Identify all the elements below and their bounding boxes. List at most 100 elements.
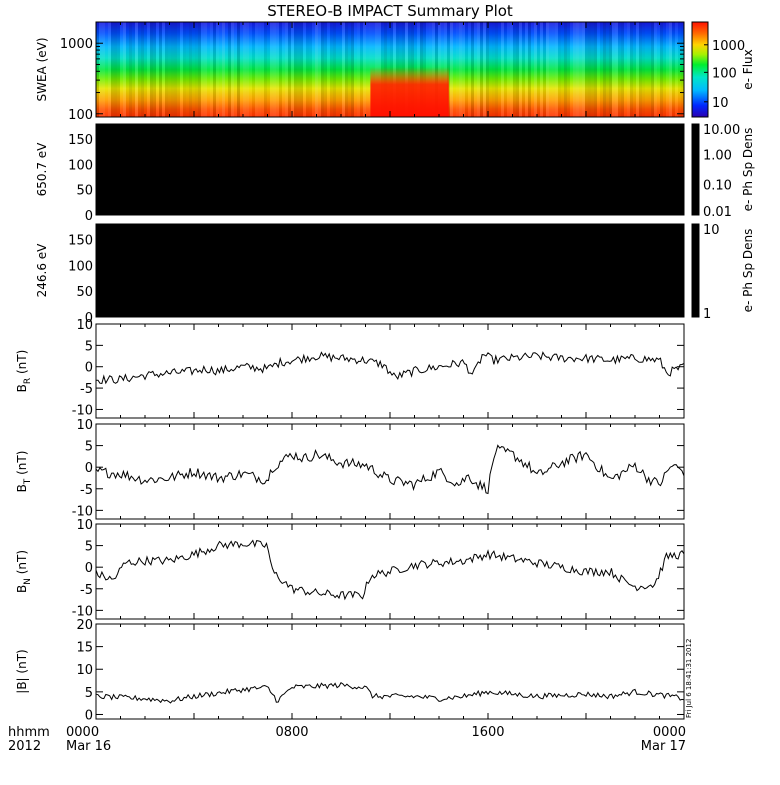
spectrogram-column xyxy=(351,22,354,117)
spectrogram-column xyxy=(573,22,576,117)
spectrogram-column xyxy=(297,22,300,117)
spectrogram-column xyxy=(360,22,363,117)
spectrogram-column xyxy=(549,22,552,117)
y-tick-label: 0 xyxy=(85,361,93,376)
spectrogram-column xyxy=(237,22,240,117)
panel-frame xyxy=(95,523,685,620)
spectrogram-column xyxy=(345,22,348,117)
panel-swea: 100 1000 SWEA (eV) 1000 100 10 e- Flux xyxy=(35,21,755,123)
spectrogram-column xyxy=(663,22,666,117)
spectrogram-column xyxy=(591,22,594,117)
spectrogram-column xyxy=(279,22,282,117)
spectrogram-column xyxy=(585,22,588,117)
spectrogram-column xyxy=(651,22,654,117)
spectrogram-column xyxy=(339,22,342,117)
x-axis-corner-label: hhmm xyxy=(8,725,50,740)
series-line-bmag xyxy=(95,681,685,704)
panel-br: 10 5 0 -5 -10 BR (nT) xyxy=(15,318,685,419)
y-axis-label: BN (nT) xyxy=(15,550,33,593)
spectrogram-column xyxy=(111,22,114,117)
spectrogram-column xyxy=(135,22,138,117)
spectrogram-column xyxy=(513,22,516,117)
spectrogram-column xyxy=(570,22,573,117)
y-tick-label: 0 xyxy=(85,209,93,224)
y-tick-label: 0 xyxy=(85,311,93,326)
colorbar-gradient xyxy=(691,123,700,216)
spectrogram-column xyxy=(606,22,609,117)
spectrogram-column xyxy=(240,22,243,117)
plot-title: STEREO-B IMPACT Summary Plot xyxy=(267,2,513,20)
y-tick-label: 150 xyxy=(68,133,93,148)
spectrogram-column xyxy=(105,22,108,117)
spectrogram-column xyxy=(189,22,192,117)
spectrogram-column xyxy=(678,22,681,117)
spectrogram-column xyxy=(267,22,270,117)
spectrogram-column xyxy=(231,22,234,117)
spectrogram-column xyxy=(204,22,207,117)
y-tick-label: 0 xyxy=(85,708,93,723)
spectrogram-column xyxy=(96,22,99,117)
spectrogram-column xyxy=(588,22,591,117)
spectrogram-column xyxy=(315,22,318,117)
y-tick-label: 10 xyxy=(76,663,93,678)
y-tick-label: -5 xyxy=(80,583,93,598)
spectrogram-column xyxy=(597,22,600,117)
spectrogram-column xyxy=(324,22,327,117)
spectrogram-column xyxy=(114,22,117,117)
spectrogram-column xyxy=(594,22,597,117)
spectrogram-column xyxy=(264,22,267,117)
y-tick-label: 5 xyxy=(85,540,93,555)
spectrogram-column xyxy=(186,22,189,117)
spectrogram-column xyxy=(291,22,294,117)
spectrogram-column xyxy=(171,22,174,117)
spectrogram-column xyxy=(300,22,303,117)
spectrogram-column xyxy=(132,22,135,117)
series-line-br xyxy=(96,351,685,385)
spectrogram-column xyxy=(159,22,162,117)
panel-frame xyxy=(95,423,685,520)
y-tick-label: 50 xyxy=(76,184,93,199)
colorbar-pad650: 10.00 1.00 0.10 0.01 e- Ph Sp Dens xyxy=(691,123,755,220)
spectrogram-image xyxy=(96,224,684,317)
spectrogram-column xyxy=(147,22,150,117)
spectrogram-column xyxy=(609,22,612,117)
spectrogram-column xyxy=(120,22,123,117)
spectrogram-column xyxy=(510,22,513,117)
spectrogram-column xyxy=(276,22,279,117)
y-tick-label: 10 xyxy=(76,518,93,533)
spectrogram-column xyxy=(471,22,474,117)
y-axis-label-unit: (nT) xyxy=(15,550,29,578)
spectrogram-column xyxy=(648,22,651,117)
spectrogram-column xyxy=(477,22,480,117)
spectrogram-column xyxy=(564,22,567,117)
colorbar-tick-label: 1000 xyxy=(712,39,745,54)
spectrogram-column xyxy=(531,22,534,117)
spectrogram-column xyxy=(357,22,360,117)
spectrogram-column xyxy=(102,22,105,117)
spectrogram-column xyxy=(285,22,288,117)
colorbar-gradient xyxy=(691,21,709,118)
timestamp-label: Fri Jul 6 18:41:31 2012 xyxy=(685,639,693,718)
spectrogram-column xyxy=(582,22,585,117)
spectrogram-column xyxy=(198,22,201,117)
spectrogram-column xyxy=(183,22,186,117)
x-axis-corner-year: 2012 xyxy=(8,739,41,754)
spectrogram-column xyxy=(336,22,339,117)
spectrogram-column xyxy=(516,22,519,117)
spectrogram-column xyxy=(486,22,489,117)
spectrogram-column xyxy=(681,22,684,117)
y-axis-label-subscript: R xyxy=(23,378,33,384)
colorbar-tick-label: 10 xyxy=(712,96,729,111)
spectrogram-column xyxy=(129,22,132,117)
spectrogram-column xyxy=(603,22,606,117)
y-tick-label: 5 xyxy=(85,339,93,354)
y-axis-label-main: B xyxy=(15,585,29,593)
spectrogram-column xyxy=(228,22,231,117)
panel-bmag: 20 15 10 5 0 |B| (nT) xyxy=(15,618,685,723)
y-axis-label: 246.6 eV xyxy=(35,243,49,298)
spectrogram-column xyxy=(366,22,369,117)
y-tick-label: 100 xyxy=(68,259,93,274)
colorbar-tick-label: 1.00 xyxy=(703,148,732,163)
spectrogram-column xyxy=(162,22,165,117)
spectrogram-column xyxy=(654,22,657,117)
